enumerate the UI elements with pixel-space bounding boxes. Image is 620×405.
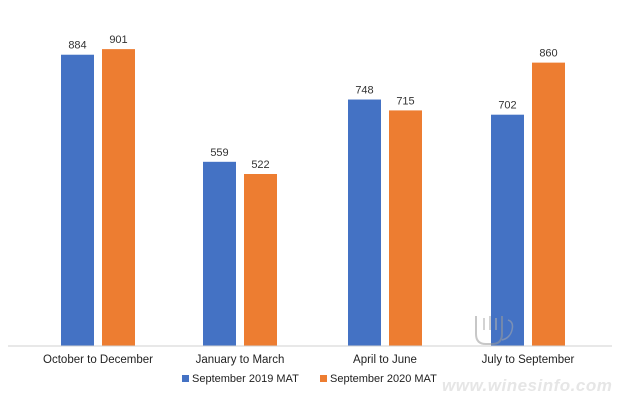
bar-s2020-3 (532, 62, 565, 346)
data-label: 884 (68, 40, 86, 52)
bars-layer (61, 49, 565, 347)
data-label: 715 (396, 95, 414, 107)
data-label: 748 (355, 85, 373, 97)
bar-s2019-0 (61, 54, 94, 347)
x-tick-label: April to June (353, 354, 417, 366)
x-tick-label: October to December (43, 354, 153, 366)
watermark-text: www.winesinfo.com (442, 376, 612, 395)
bar-s2020-1 (244, 174, 277, 346)
legend-label: September 2020 MAT (330, 373, 437, 385)
bar-s2019-1 (203, 161, 236, 346)
bar-s2020-0 (102, 49, 135, 347)
x-tick-label: July to September (482, 354, 575, 366)
wine-glass-logo-icon (475, 316, 514, 345)
bar-s2019-2 (348, 99, 381, 346)
watermark: www.winesinfo.com (442, 316, 612, 395)
bar-s2019-3 (491, 114, 524, 346)
legend-swatch (320, 375, 327, 382)
labels-layer: 884 901 October to December 559 522 January t… (43, 34, 574, 366)
data-label: 702 (498, 100, 516, 112)
data-label: 559 (210, 147, 228, 159)
x-tick-label: January to March (196, 354, 285, 366)
data-label: 860 (539, 48, 557, 60)
bar-s2020-2 (389, 110, 422, 346)
legend-label: September 2019 MAT (192, 373, 299, 385)
legend: September 2019 MAT September 2020 MAT (182, 373, 437, 385)
data-label: 522 (251, 159, 269, 171)
data-label: 901 (109, 34, 127, 46)
legend-swatch (182, 375, 189, 382)
